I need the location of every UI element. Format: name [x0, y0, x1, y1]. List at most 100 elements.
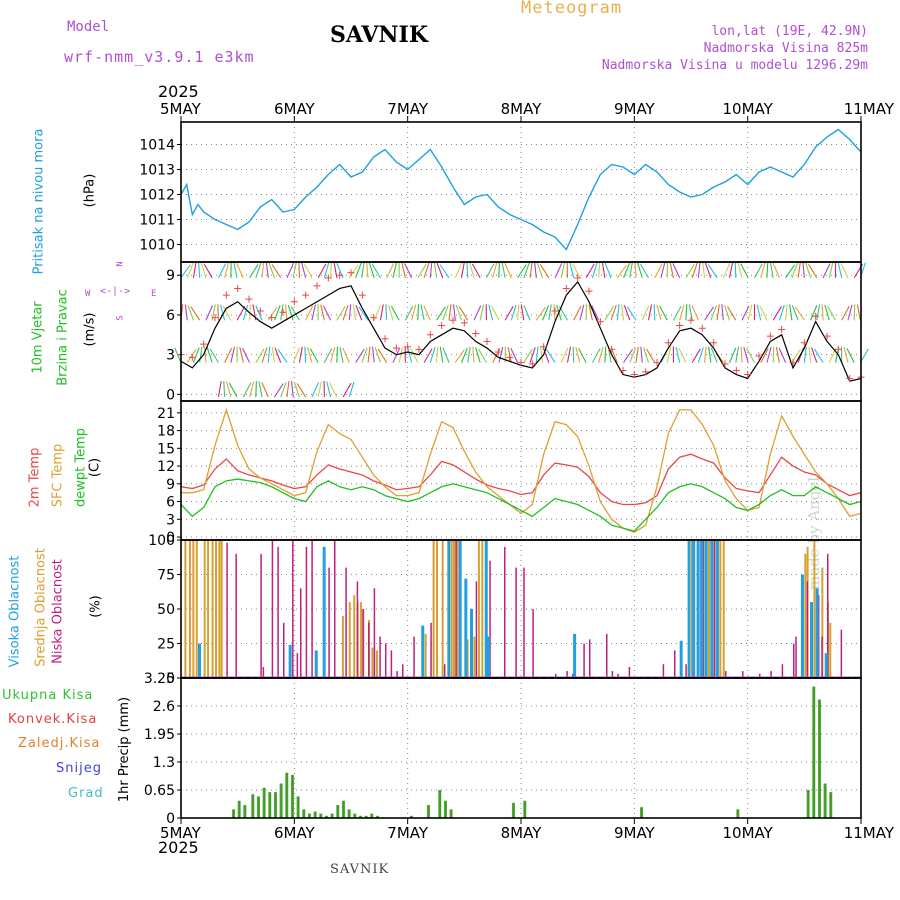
- wind-gust-marker: [472, 329, 480, 337]
- wind-barb: [330, 347, 336, 363]
- pressure-line: [180, 128, 862, 251]
- wind-barb: [326, 381, 332, 398]
- cloud-mid-bar: [441, 540, 444, 678]
- wind-gust-marker: [653, 359, 661, 367]
- wind-barb: [436, 306, 446, 321]
- wind-barb: [436, 346, 439, 363]
- wind-barb: [320, 304, 325, 321]
- temp-ytick-label: 21: [157, 406, 175, 422]
- cloud-high-bar: [687, 540, 691, 678]
- wind-barb: [491, 305, 500, 321]
- wind-barb: [573, 305, 582, 321]
- wind-barb: [534, 261, 537, 278]
- wind-gust-marker: [415, 345, 423, 353]
- wind-barb: [385, 304, 388, 321]
- wind-gust-marker: [834, 345, 842, 353]
- precip-conv-bar: [337, 805, 339, 818]
- cloud-mid-bar: [456, 540, 459, 678]
- cloud-low-bar: [685, 664, 687, 678]
- wind-barb: [560, 262, 566, 279]
- precip-label-snow: Snijeg: [56, 761, 102, 776]
- cloud-low-bar: [628, 666, 631, 678]
- wind-barb: [523, 262, 530, 279]
- cloud-low-bar: [345, 567, 347, 678]
- cloud-low-bar: [617, 673, 619, 678]
- cloud-low-bar: [827, 553, 829, 678]
- wind-barb: [180, 264, 191, 279]
- wind-barb: [585, 263, 595, 279]
- wind-gust-marker: [540, 343, 548, 351]
- wind-barb: [203, 346, 207, 363]
- cloud-mid-bar: [184, 540, 187, 678]
- precip-ytick-label: 0: [166, 811, 175, 827]
- wind-barb: [192, 261, 197, 278]
- wind-gust-marker: [222, 291, 230, 299]
- cloud-low-bar: [781, 664, 784, 678]
- wind-barb: [678, 347, 687, 363]
- day-label-top: 6MAY: [274, 100, 316, 118]
- wind-barb: [772, 262, 780, 279]
- precip-conv-bar: [354, 813, 356, 818]
- wind-barb: [192, 347, 200, 363]
- wind-barb: [766, 261, 769, 278]
- wind-gust-marker: [744, 371, 752, 379]
- wind-barb: [423, 305, 431, 321]
- wind-barb: [724, 304, 731, 321]
- cloud-mid-bar: [821, 567, 824, 678]
- wind-barb: [785, 304, 788, 321]
- wind-barb: [772, 306, 782, 321]
- wind-gust-marker: [494, 348, 502, 356]
- wind-gust-marker: [324, 274, 332, 282]
- wind-barb: [756, 304, 762, 321]
- wind-barb: [510, 304, 517, 321]
- wind-barb: [540, 346, 544, 363]
- precip-conv-bar: [291, 774, 294, 818]
- wind-barb: [323, 262, 330, 279]
- wind-barb: [206, 347, 213, 363]
- wind-barb: [591, 348, 601, 363]
- wind-barb: [579, 304, 585, 321]
- wind-barb: [217, 381, 222, 398]
- cloud-high-bar: [464, 578, 468, 678]
- wind-barb: [410, 348, 419, 363]
- wind-barb: [368, 262, 375, 279]
- wind-barb: [249, 304, 251, 321]
- cloud-low-bar: [271, 540, 274, 678]
- cloud-low-bar: [566, 671, 568, 678]
- wind-gust-marker: [608, 345, 616, 353]
- wind-gust-marker: [245, 295, 253, 303]
- wind-barb: [429, 261, 433, 278]
- wind-barb: [442, 305, 449, 321]
- wind-barb: [225, 381, 232, 398]
- cloud-low-bar: [296, 653, 299, 678]
- wind-barb: [727, 306, 737, 321]
- cloud-mid-bar: [192, 540, 195, 678]
- wind-gust-marker: [438, 322, 446, 330]
- wind-barb: [520, 304, 525, 321]
- cloud-low-bar: [793, 643, 795, 678]
- precip-ytick-label: 1.95: [144, 727, 175, 743]
- wind-barb: [236, 305, 246, 321]
- precip-conv-bar: [427, 805, 430, 818]
- wind-barb: [523, 305, 531, 321]
- wind-barb: [311, 304, 317, 321]
- wind-barb: [728, 262, 734, 278]
- day-label-bottom: 5MAY: [160, 824, 202, 842]
- wind-gust-marker: [642, 368, 650, 376]
- wind-barb: [808, 263, 818, 279]
- precip-conv-bar: [342, 800, 345, 818]
- wind-barb: [697, 347, 704, 363]
- wind-gust-marker: [392, 344, 400, 352]
- wind-gust-marker: [358, 291, 366, 299]
- wind-barb: [454, 262, 463, 279]
- cloud-low-bar: [532, 609, 534, 678]
- wind-barb: [423, 348, 433, 363]
- cloud-ytick-label: 0: [166, 671, 175, 687]
- cloud-low-bar: [674, 650, 676, 678]
- wind-barb: [669, 262, 674, 279]
- wind-gust-marker: [812, 312, 820, 320]
- wind-barb: [398, 346, 404, 363]
- precip-conv-bar: [376, 815, 379, 818]
- wind-barb: [309, 348, 319, 363]
- wind-barb: [342, 347, 350, 363]
